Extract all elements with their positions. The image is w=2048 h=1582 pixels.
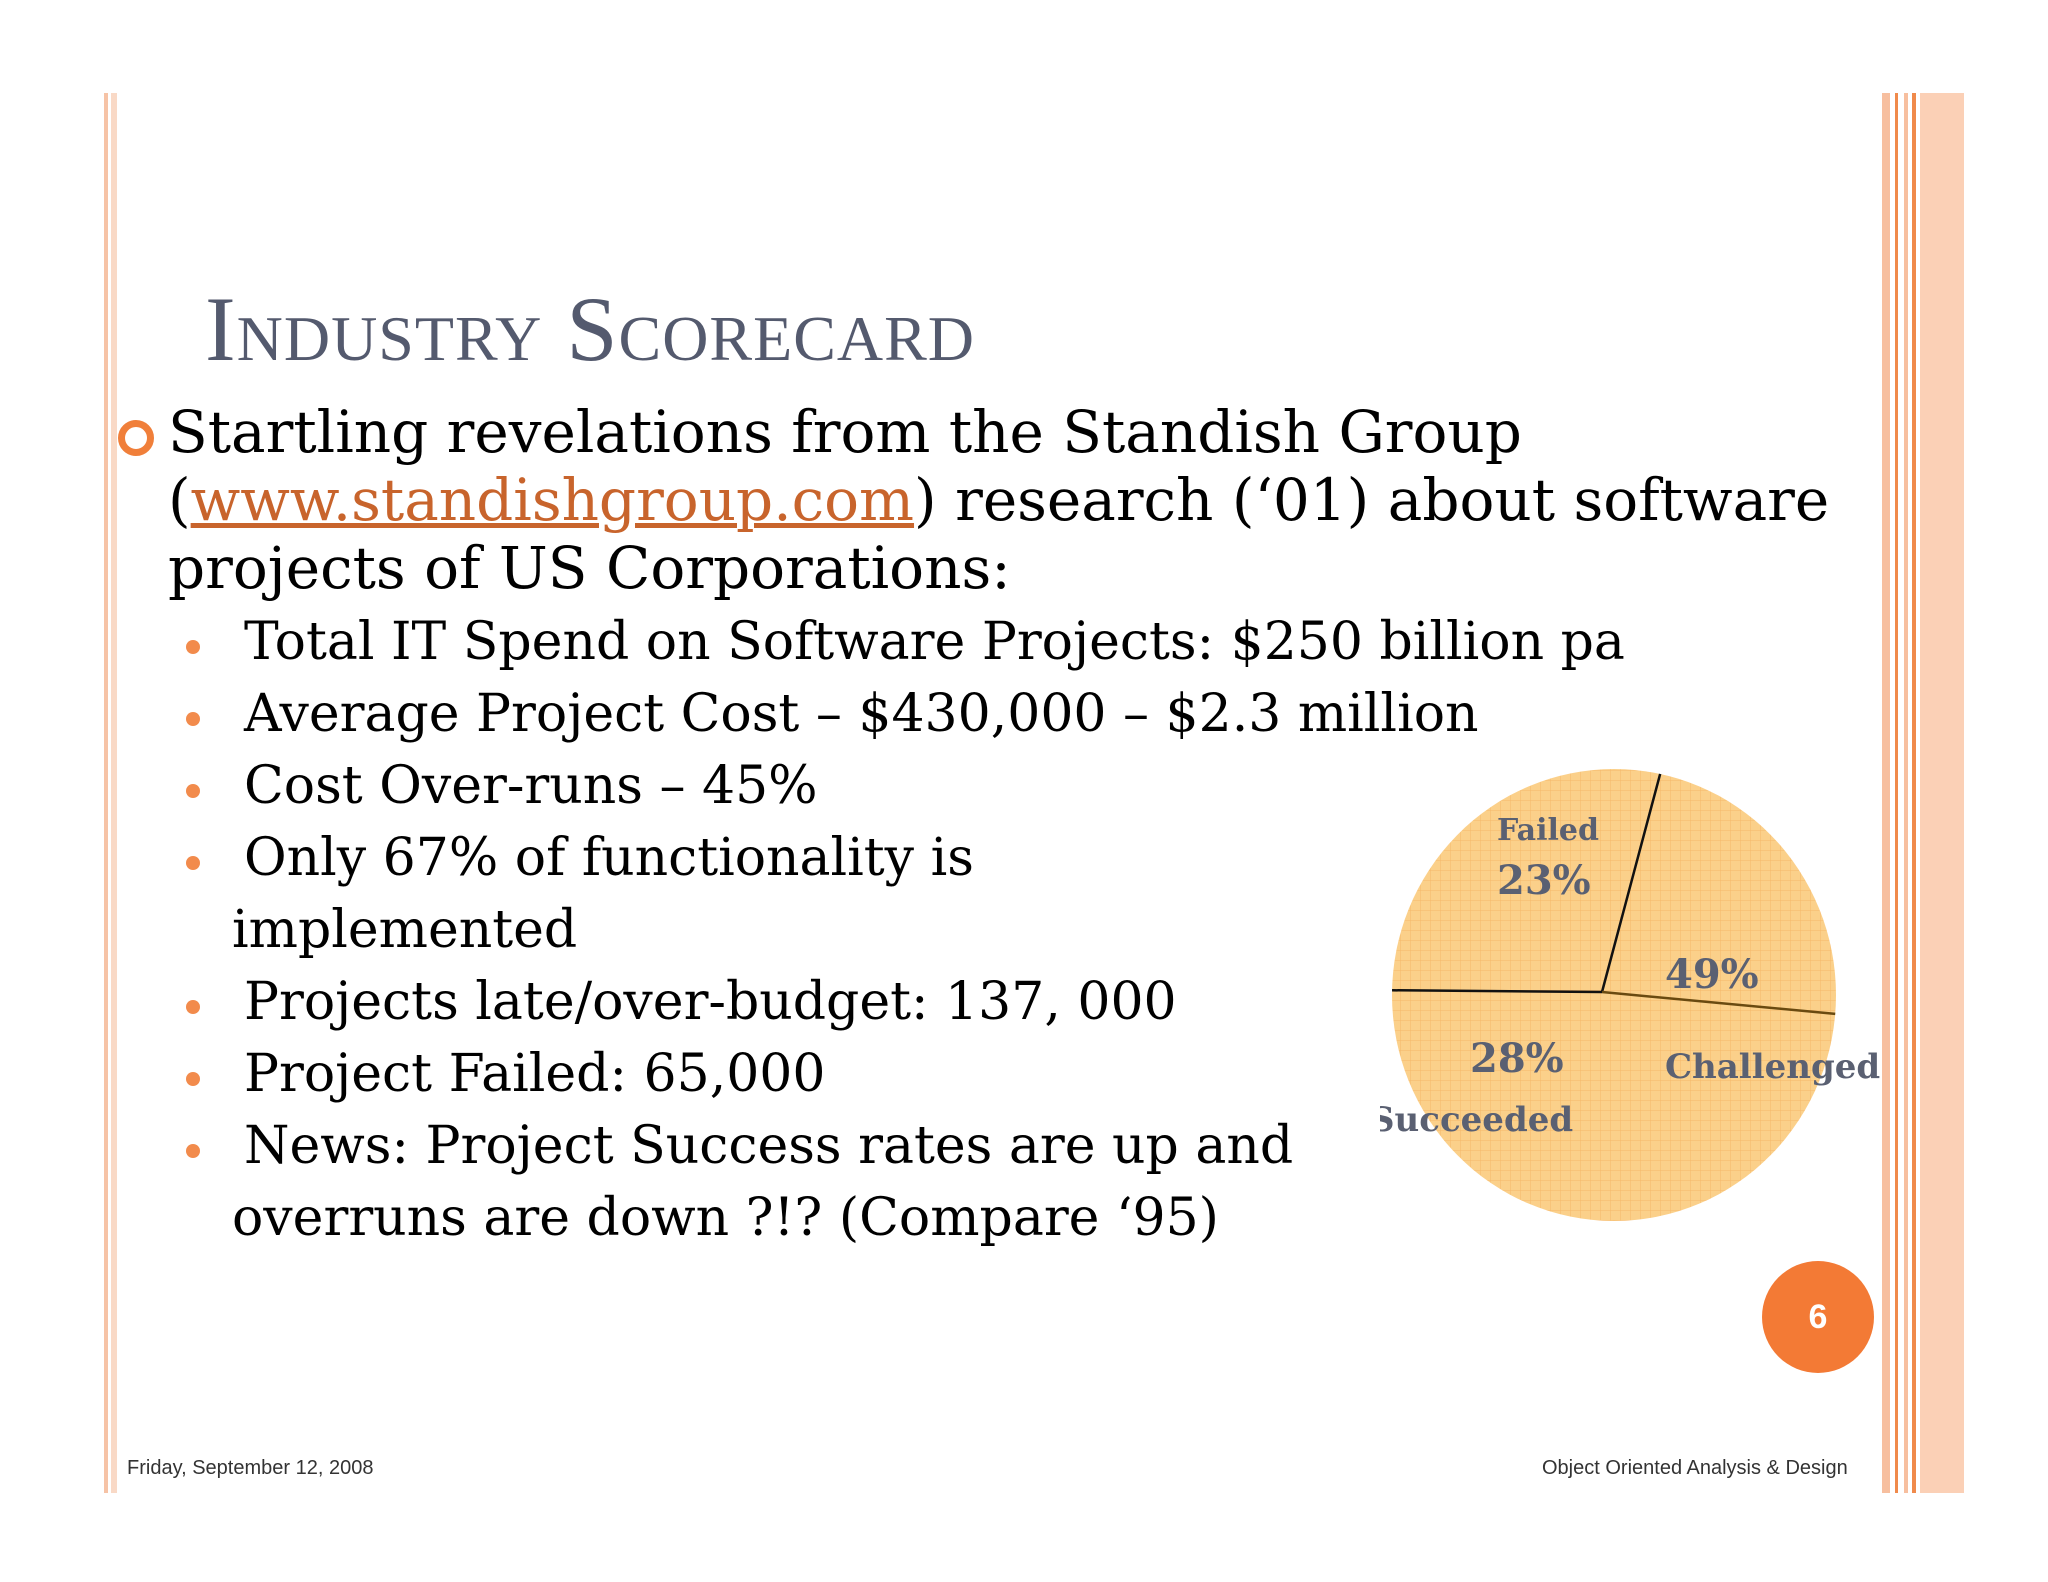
- bullet-dot-icon: [186, 640, 200, 654]
- pie-slice-separator-succeeded: [1392, 989, 1603, 994]
- bullet-dot-icon: [186, 1000, 200, 1014]
- sub-bullet: News: Project Success rates are up and: [244, 1116, 1294, 1176]
- right-border-line: [1904, 93, 1908, 1493]
- pie-value-failed: 23%: [1497, 857, 1591, 904]
- pie-label-challenged: Challenged: [1665, 1047, 1880, 1087]
- sub-bullet-continuation: overruns are down ?!? (Compare ‘95): [232, 1188, 1219, 1248]
- main-bullet-line-suffix: ) research (‘01) about software: [914, 466, 1830, 534]
- left-border-line: [111, 93, 117, 1493]
- right-border-line: [1882, 93, 1890, 1493]
- ring-bullet-icon: [118, 420, 154, 456]
- paren-open: (: [168, 466, 191, 534]
- footer-course: Object Oriented Analysis & Design: [1542, 1457, 1848, 1479]
- bullet-dot-icon: [186, 1144, 200, 1158]
- right-border-band: [1920, 93, 1964, 1493]
- sub-bullet: Cost Over-runs – 45%: [244, 756, 818, 816]
- sub-bullet: Projects late/over-budget: 137, 000: [244, 972, 1177, 1032]
- main-bullet-line: projects of US Corporations:: [168, 534, 1011, 602]
- sub-bullet: Total IT Spend on Software Projects: $25…: [244, 612, 1625, 672]
- standish-link[interactable]: www.standishgroup.com: [190, 466, 915, 534]
- right-border-line: [1912, 93, 1916, 1493]
- right-border-line: [1895, 93, 1898, 1493]
- pie-disc: [1392, 769, 1836, 1221]
- footer-date: Friday, September 12, 2008: [127, 1457, 374, 1479]
- bullet-dot-icon: [186, 712, 200, 726]
- bullet-dot-icon: [186, 1072, 200, 1086]
- left-border-line: [104, 93, 108, 1493]
- bullet-dot-icon: [186, 856, 200, 870]
- main-bullet-text: Startling revelations from the Standish …: [168, 398, 1868, 602]
- sub-bullet: Average Project Cost – $430,000 – $2.3 m…: [244, 684, 1479, 744]
- bullet-dot-icon: [186, 784, 200, 798]
- pie-chart-svg: Failed 23% 49% Challenged 28% Succeeded: [1370, 769, 1880, 1221]
- pie-label-succeeded: Succeeded: [1380, 1100, 1573, 1140]
- pie-value-succeeded: 28%: [1470, 1035, 1564, 1082]
- pie-slice-separator-challenged: [1601, 990, 1836, 1016]
- slide-title: Industry Scorecard: [205, 278, 976, 380]
- main-bullet-line: Startling revelations from the Standish …: [168, 398, 1522, 466]
- sub-bullet-continuation: implemented: [232, 900, 578, 960]
- pie-label-failed: Failed: [1497, 813, 1599, 848]
- pie-value-challenged: 49%: [1665, 951, 1759, 998]
- pie-chart: Failed 23% 49% Challenged 28% Succeeded: [1370, 760, 1900, 1244]
- sub-bullet: Project Failed: 65,000: [244, 1044, 826, 1104]
- page-number-badge: 6: [1762, 1261, 1874, 1373]
- sub-bullet: Only 67% of functionality is: [244, 828, 974, 888]
- main-bullet-line: (www.standishgroup.com) research (‘01) a…: [168, 466, 1868, 534]
- pie-slice-separator-failed: [1600, 773, 1662, 993]
